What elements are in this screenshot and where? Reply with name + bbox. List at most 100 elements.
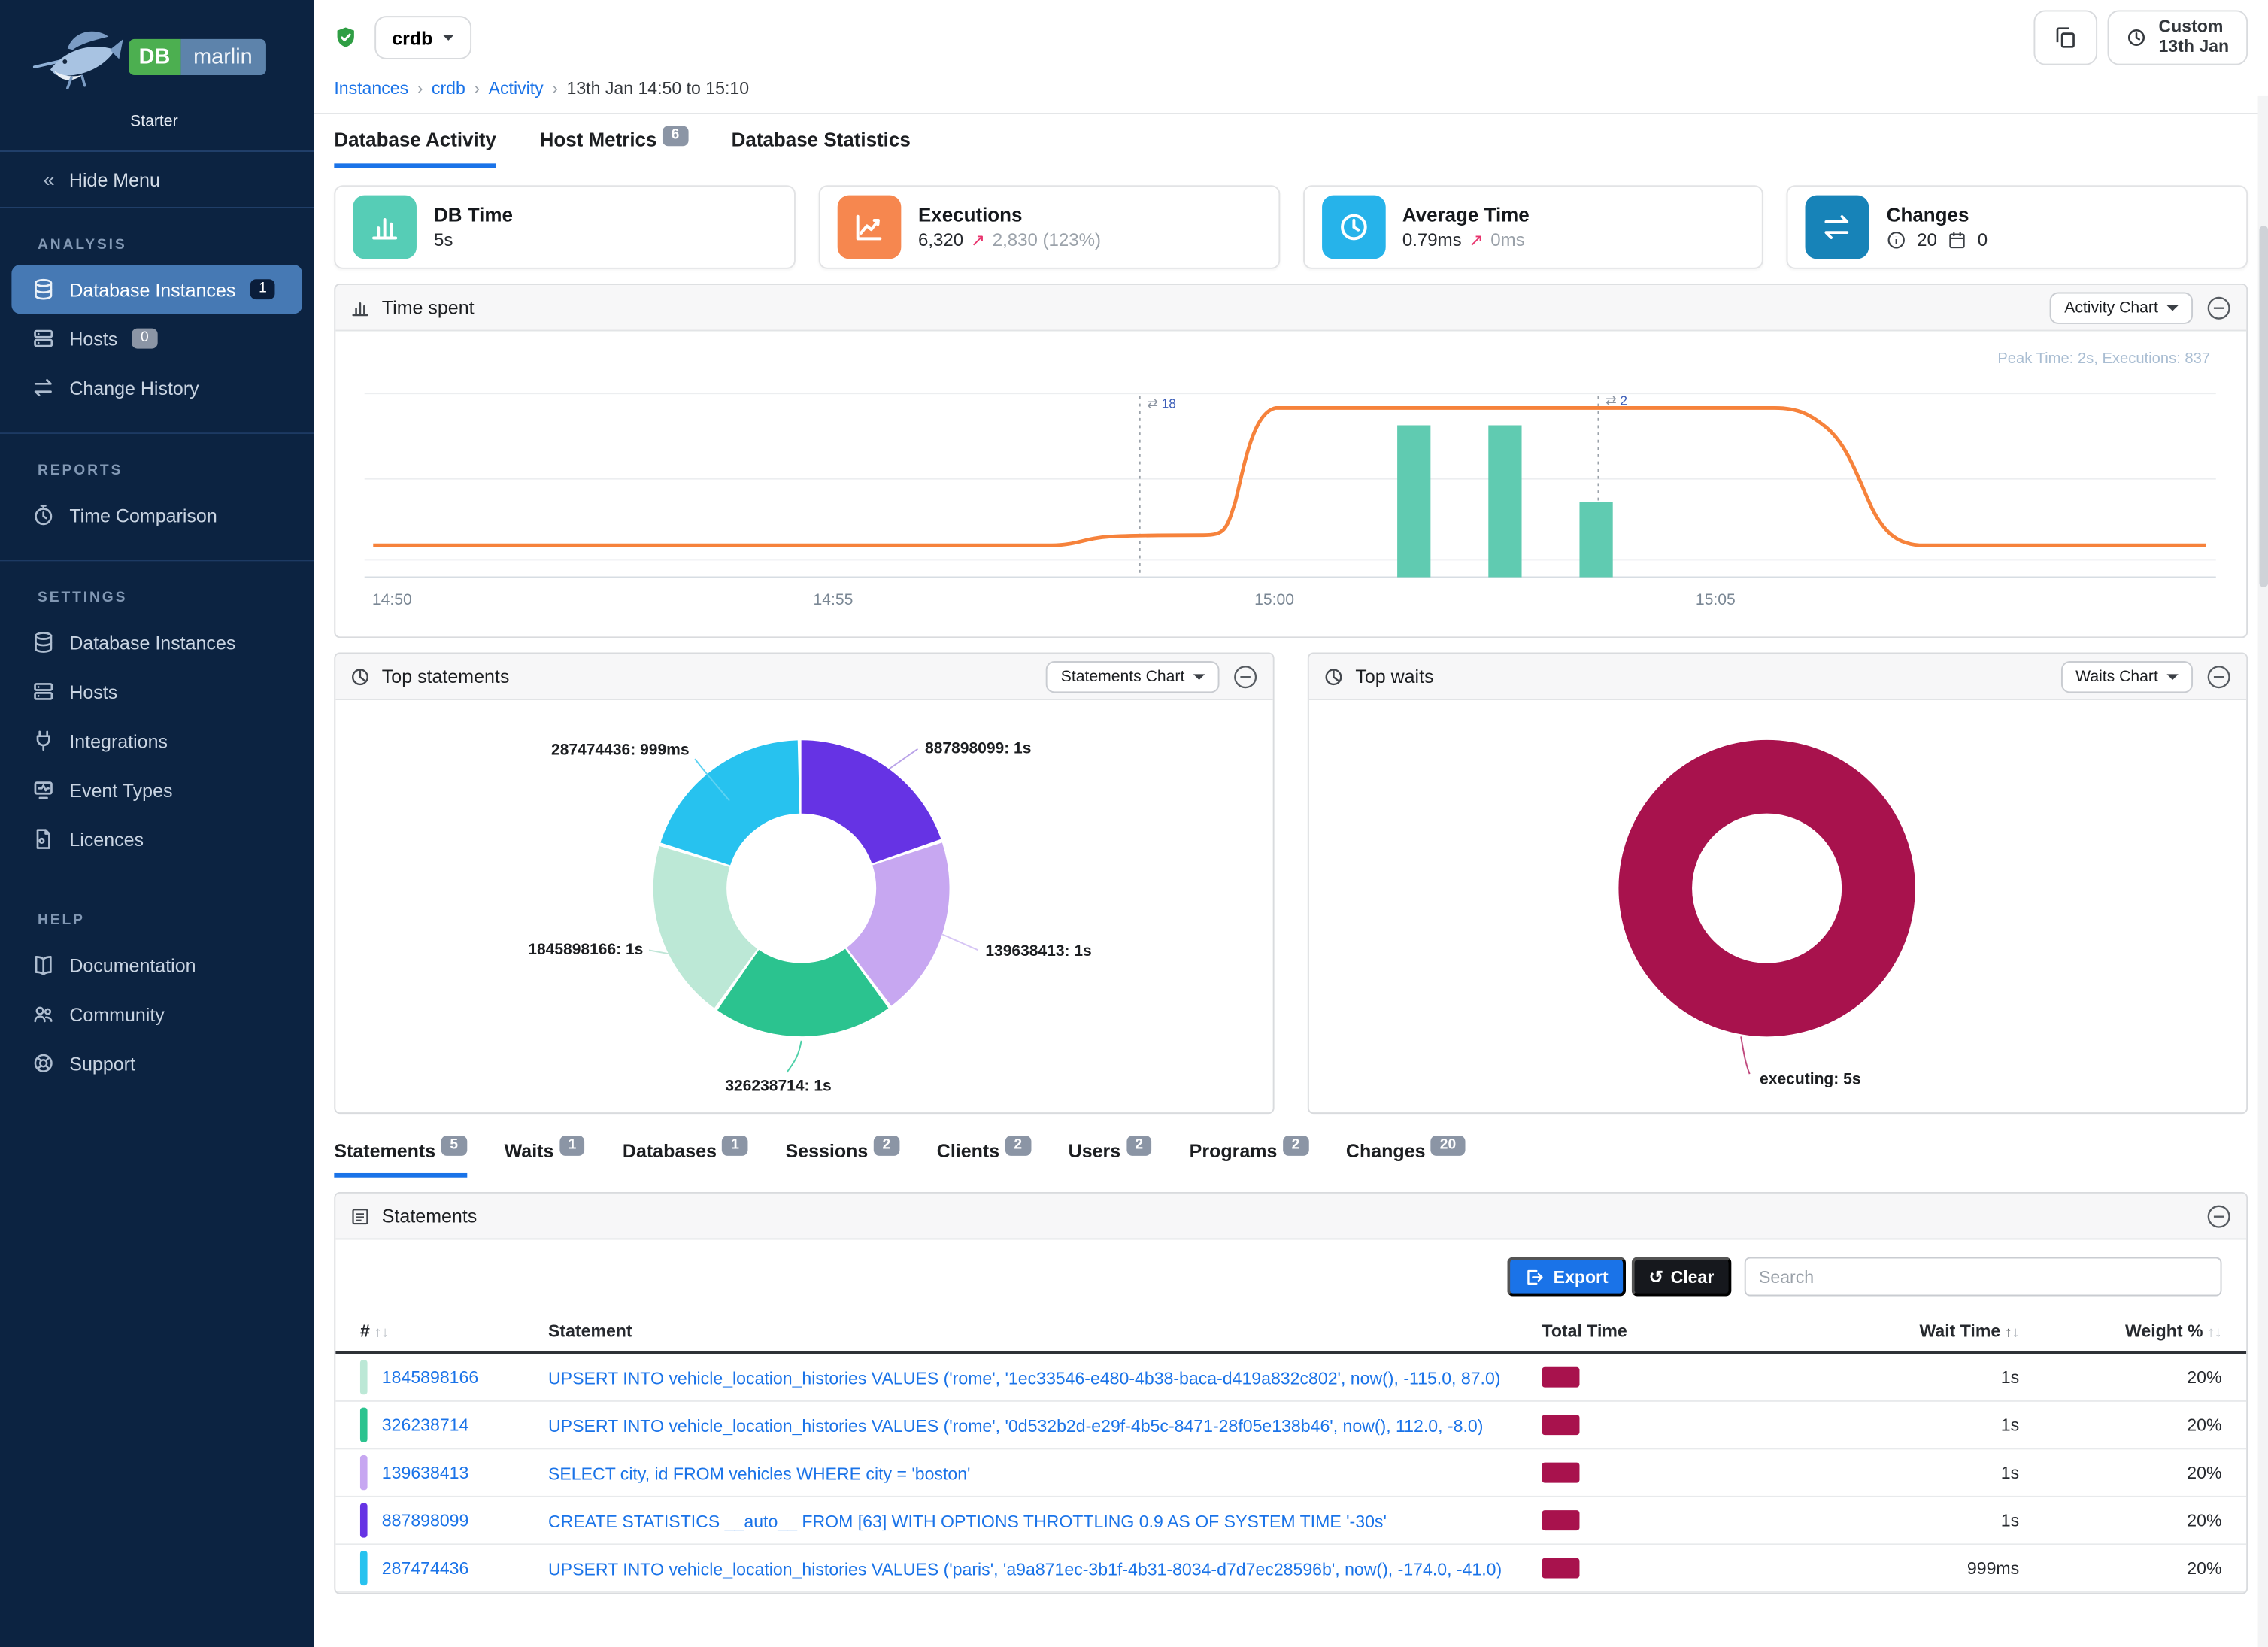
weight-value: 20%	[2187, 1462, 2222, 1483]
kpi-executions: Executions 6,320 ↗ 2,830 (123%)	[818, 185, 1280, 269]
table-row: 326238714 UPSERT INTO vehicle_location_h…	[335, 1402, 2247, 1450]
changes-info-count: 20	[1917, 229, 1937, 250]
top-waits-donut[interactable]: executing: 5s	[1309, 700, 2246, 1112]
col-wait-time[interactable]: Wait Time ↑↓	[1919, 1321, 2020, 1342]
sidebar-item-community[interactable]: Community	[0, 990, 314, 1039]
waits-chart-select[interactable]: Waits Chart	[2060, 660, 2194, 693]
section-help: HELP	[38, 912, 85, 929]
sidebar-item-documentation[interactable]: Documentation	[0, 940, 314, 989]
chevron-down-icon	[2166, 304, 2179, 316]
brand-edition: Starter	[130, 113, 178, 131]
chevron-down-icon	[1193, 673, 1205, 684]
statements-panel: Statements Export ↺ Clear #↑↓ Statement	[334, 1191, 2248, 1594]
collapse-panel-button[interactable]	[1233, 663, 1259, 690]
activity-chart-select[interactable]: Activity Chart	[2049, 291, 2194, 323]
sidebar-item-licences[interactable]: Licences	[0, 814, 314, 863]
statement-color-chip	[359, 1455, 368, 1491]
collapse-panel-button[interactable]	[2206, 1203, 2232, 1229]
up-arrow-icon: ↗	[1469, 229, 1484, 250]
breadcrumb: Instances › crdb › Activity › 13th Jan 1…	[334, 77, 750, 99]
sidebar-item-time-comparison[interactable]: Time Comparison	[0, 490, 314, 539]
wait-time-value: 1s	[2000, 1462, 2020, 1483]
average-time-value: 0.79ms	[1402, 229, 1462, 250]
undo-icon: ↺	[1648, 1266, 1663, 1287]
lifebuoy-icon	[32, 1051, 55, 1075]
bar-chart-icon	[350, 297, 370, 317]
count-badge: 20	[1431, 1135, 1465, 1156]
col-num[interactable]: # ↑↓	[359, 1321, 389, 1342]
sidebar-item-support[interactable]: Support	[0, 1039, 314, 1087]
sidebar-item-hosts[interactable]: Hosts 0	[0, 314, 314, 362]
database-icon	[32, 278, 55, 301]
export-button[interactable]: Export	[1507, 1257, 1626, 1297]
export-icon	[1524, 1266, 1545, 1287]
hide-menu-button[interactable]: « Hide Menu	[0, 150, 314, 208]
executions-bar[interactable]	[1488, 425, 1522, 578]
host-icon	[32, 327, 55, 350]
tab-database-activity[interactable]: Database Activity	[334, 129, 496, 168]
breadcrumb-instances[interactable]: Instances	[334, 77, 409, 99]
statement-id-link[interactable]: 887898099	[381, 1510, 469, 1531]
tab-host-metrics[interactable]: Host Metrics 6	[540, 126, 688, 168]
tab-statements[interactable]: Statements 5	[334, 1135, 467, 1178]
time-range-date: 13th Jan	[2158, 36, 2230, 57]
statement-id-link[interactable]: 287474436	[381, 1558, 469, 1579]
time-range-button[interactable]: Custom 13th Jan	[2108, 10, 2248, 65]
kpi-row: DB Time 5s Executions 6,320 ↗ 2,830 (123…	[314, 168, 2268, 269]
statement-id-link[interactable]: 326238714	[381, 1415, 469, 1436]
peak-note: Peak Time: 2s, Executions: 837	[1997, 350, 2210, 367]
search-input[interactable]	[1744, 1257, 2222, 1297]
executions-bar[interactable]	[1579, 502, 1613, 578]
tab-waits[interactable]: Waits 1	[505, 1135, 585, 1178]
top-waits-header: Top waits Waits Chart	[1308, 654, 2247, 700]
sidebar-item-settings-hosts[interactable]: Hosts	[0, 667, 314, 716]
scrollbar-thumb[interactable]	[2258, 226, 2268, 587]
statement-sql-link[interactable]: SELECT city, id FROM vehicles WHERE city…	[548, 1463, 971, 1484]
time-spent-panel: Time spent Activity Chart Peak Time: 2s,…	[334, 284, 2248, 638]
topbar: crdb Custom 13th Jan	[334, 10, 2248, 65]
tab-clients[interactable]: Clients 2	[937, 1135, 1031, 1178]
scrollbar[interactable]	[2257, 95, 2268, 1647]
tab-databases[interactable]: Databases 1	[623, 1135, 748, 1178]
sidebar-item-event-types[interactable]: Event Types	[0, 766, 314, 814]
kpi-db-time: DB Time 5s	[334, 185, 796, 269]
executions-delta: 2,830 (123%)	[992, 229, 1102, 250]
tab-users[interactable]: Users 2	[1069, 1135, 1152, 1178]
collapse-panel-button[interactable]	[2206, 294, 2232, 320]
breadcrumb-activity[interactable]: Activity	[488, 77, 544, 99]
copy-button[interactable]	[2034, 10, 2098, 65]
tab-database-statistics[interactable]: Database Statistics	[731, 129, 911, 151]
page-header: crdb Custom 13th Jan	[314, 0, 2268, 114]
statements-chart-select[interactable]: Statements Chart	[1046, 660, 1220, 693]
executions-bar[interactable]	[1397, 425, 1431, 578]
clear-button[interactable]: ↺ Clear	[1631, 1257, 1732, 1297]
section-analysis: ANALYSIS	[38, 237, 127, 253]
pie-chart-icon	[1324, 666, 1344, 687]
top-waits-panel: Top waits Waits Chart executing: 5s	[1307, 652, 2248, 1115]
sidebar-item-settings-database-instances[interactable]: Database Instances	[0, 617, 314, 666]
sidebar-item-change-history[interactable]: Change History	[0, 363, 314, 412]
col-total-time[interactable]: Total Time	[1542, 1321, 1627, 1342]
statement-id-link[interactable]: 139638413	[381, 1462, 469, 1483]
tab-changes[interactable]: Changes 20	[1346, 1135, 1465, 1178]
statement-sql-link[interactable]: CREATE STATISTICS __auto__ FROM [63] WIT…	[548, 1510, 1387, 1531]
sidebar-divider	[0, 560, 314, 562]
tab-sessions[interactable]: Sessions 2	[785, 1135, 899, 1178]
statement-sql-link[interactable]: UPSERT INTO vehicle_location_histories V…	[548, 1558, 1502, 1579]
col-weight[interactable]: Weight % ↑↓	[2125, 1321, 2222, 1342]
time-spent-chart[interactable]: Peak Time: 2s, Executions: 837	[335, 331, 2246, 636]
sidebar-item-database-instances[interactable]: Database Instances 1	[11, 265, 303, 314]
instance-selector[interactable]: crdb	[374, 16, 472, 59]
book-icon	[32, 954, 55, 977]
statement-id-link[interactable]: 1845898166	[381, 1366, 479, 1388]
collapse-panel-button[interactable]	[2206, 663, 2232, 690]
statement-sql-link[interactable]: UPSERT INTO vehicle_location_histories V…	[548, 1367, 1501, 1388]
breadcrumb-crdb[interactable]: crdb	[431, 77, 465, 99]
col-statement[interactable]: Statement	[548, 1321, 632, 1342]
top-statements-donut[interactable]: 887898099: 1s 139638413: 1s 326238714: 1…	[335, 700, 1272, 1112]
hide-menu-label: Hide Menu	[68, 168, 160, 190]
tab-programs[interactable]: Programs 2	[1190, 1135, 1308, 1178]
sidebar-item-integrations[interactable]: Integrations	[0, 716, 314, 765]
statement-sql-link[interactable]: UPSERT INTO vehicle_location_histories V…	[548, 1415, 1484, 1436]
